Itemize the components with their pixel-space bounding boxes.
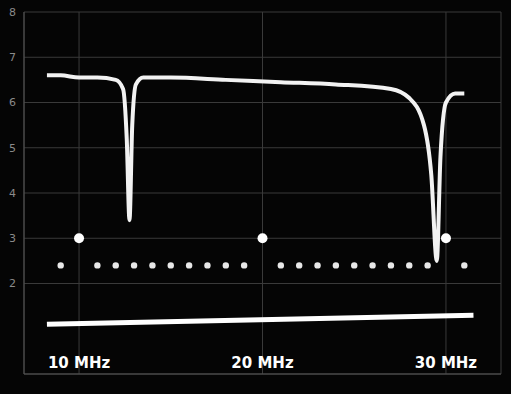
svg-text:10 MHz: 10 MHz — [48, 354, 111, 372]
svg-text:7: 7 — [9, 51, 16, 64]
svg-text:2: 2 — [9, 277, 16, 290]
svg-text:6: 6 — [9, 96, 16, 109]
svg-text:20 MHz: 20 MHz — [231, 354, 294, 372]
svg-text:8: 8 — [9, 6, 16, 19]
svg-text:4: 4 — [9, 187, 16, 200]
svg-text:5: 5 — [9, 142, 16, 155]
svg-text:30 MHz: 30 MHz — [415, 354, 478, 372]
svg-text:3: 3 — [9, 232, 16, 245]
